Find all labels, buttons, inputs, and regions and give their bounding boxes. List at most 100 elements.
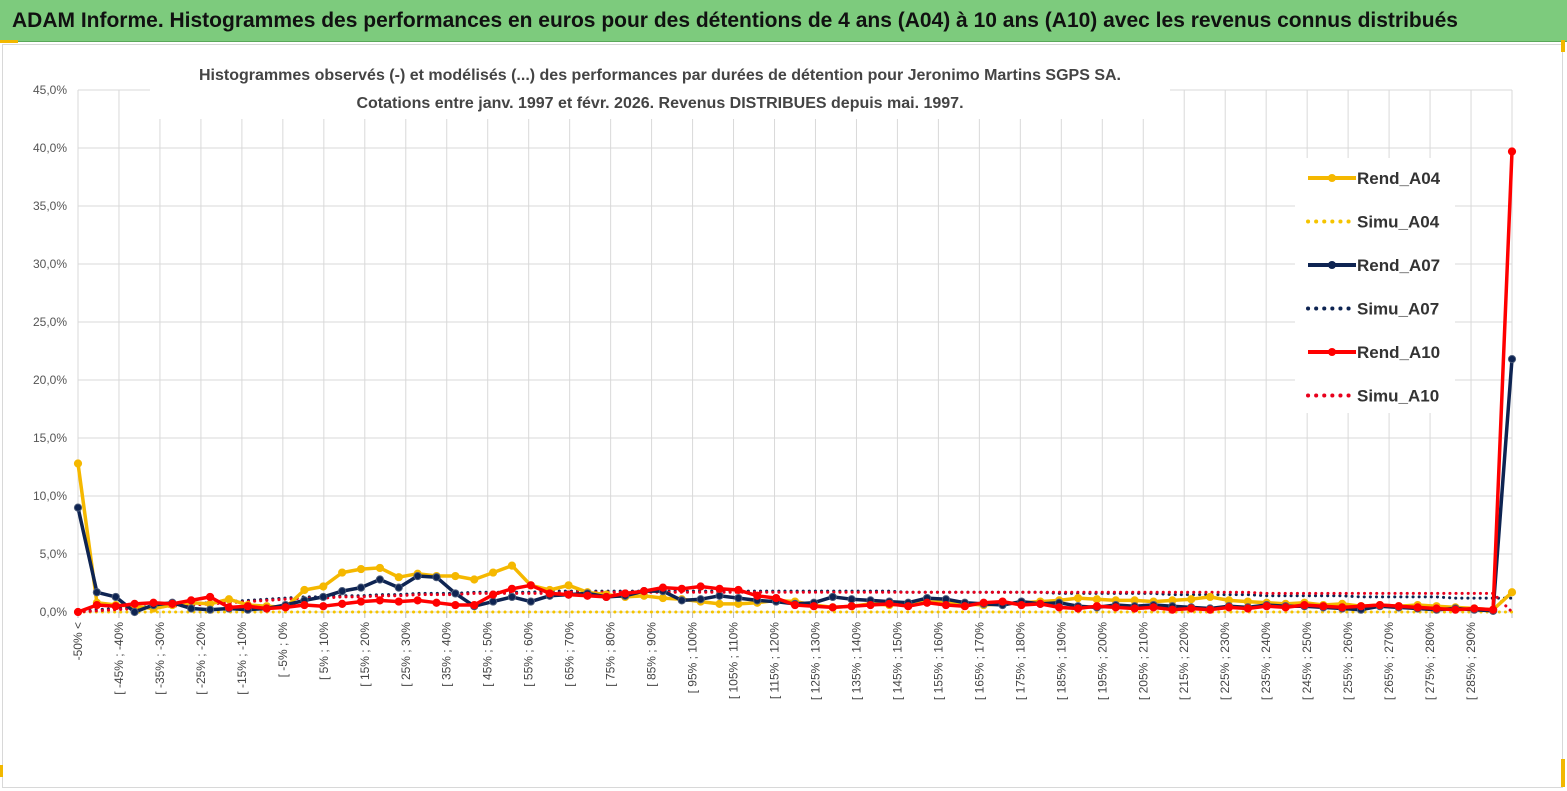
x-tick-label: [ 225% ; 230%: [1218, 622, 1232, 700]
x-tick-label: [ 235% ; 240%: [1259, 622, 1273, 700]
x-tick-label: [ 45% ; 50%: [481, 622, 495, 687]
corner-accent-br: [1561, 759, 1565, 787]
legend-label-rend-a04: Rend_A04: [1357, 169, 1441, 188]
data-point-rend-a04: [507, 561, 517, 570]
data-point-rend-a10: [1489, 605, 1498, 614]
chart-legend: Rend_A04 Simu_A04 Rend_A07 Simu_A07 Rend_A10…: [1295, 158, 1455, 413]
legend-background: [1295, 158, 1455, 413]
data-point-rend-a10: [1206, 605, 1215, 614]
data-point-rend-a10: [998, 597, 1007, 606]
x-tick-label: [ 155% ; 160%: [931, 622, 945, 700]
x-tick-label: [ -25% ; -20%: [194, 622, 208, 695]
data-point-rend-a10: [262, 604, 271, 613]
data-point-rend-a10: [507, 584, 517, 593]
data-point-rend-a10: [356, 597, 366, 606]
data-point-rend-a10: [1413, 603, 1422, 612]
data-point-rend-a07: [526, 597, 535, 606]
x-tick-label: [ 15% ; 20%: [358, 622, 372, 687]
x-tick-label: [ 95% ; 100%: [686, 622, 700, 694]
data-point-rend-a04: [319, 582, 328, 591]
data-point-rend-a10: [979, 598, 988, 607]
data-point-rend-a04: [1092, 595, 1101, 604]
x-tick-label: [ 145% ; 150%: [890, 622, 904, 700]
data-point-rend-a07: [413, 571, 422, 581]
data-point-rend-a04: [1507, 588, 1517, 597]
legend-label-simu-a10: Simu_A10: [1357, 387, 1439, 406]
data-point-rend-a07: [847, 595, 856, 604]
data-point-rend-a10: [1262, 602, 1271, 611]
data-point-rend-a04: [73, 459, 83, 468]
data-point-rend-a04: [300, 585, 309, 595]
chart-title-line-1: Histogrammes observés (-) et modélisés (…: [199, 67, 1121, 84]
data-point-rend-a10: [187, 596, 196, 605]
data-point-rend-a10: [243, 602, 252, 611]
data-point-rend-a10: [1281, 603, 1290, 612]
y-tick-label: 10,0%: [33, 489, 67, 503]
x-tick-label: [ -45% ; -40%: [112, 622, 126, 695]
data-point-rend-a07: [338, 587, 347, 596]
data-point-rend-a10: [885, 599, 894, 608]
data-point-rend-a10: [941, 600, 951, 610]
data-point-rend-a10: [677, 584, 686, 593]
data-point-rend-a07: [696, 595, 705, 604]
x-tick-label: [ 25% ; 30%: [399, 622, 413, 687]
x-tick-label: [ -15% ; -10%: [235, 622, 249, 695]
y-tick-label: 25,0%: [33, 315, 67, 329]
data-point-rend-a10: [1507, 147, 1517, 156]
corner-accent-tl: [0, 40, 18, 43]
data-point-rend-a10: [1432, 604, 1441, 613]
x-tick-label: [ 75% ; 80%: [604, 622, 618, 687]
data-point-rend-a10: [149, 598, 158, 607]
x-tick-label: [ 275% ; 280%: [1423, 622, 1437, 700]
chart-title-background: [150, 59, 1170, 119]
data-point-rend-a10: [1243, 604, 1252, 613]
data-point-rend-a10: [772, 593, 781, 603]
data-point-rend-a10: [904, 602, 913, 611]
x-tick-label: [ 245% ; 250%: [1300, 622, 1314, 700]
data-point-rend-a07: [1507, 355, 1517, 364]
data-point-rend-a10: [658, 583, 668, 592]
x-tick-label: [ 265% ; 270%: [1382, 622, 1396, 700]
data-point-rend-a10: [489, 590, 498, 599]
x-tick-label: [ 285% ; 290%: [1464, 622, 1478, 700]
data-point-rend-a07: [451, 589, 460, 598]
grid-layer: [77, 89, 1513, 618]
data-point-rend-a10: [130, 599, 139, 608]
series-line-simu-a07: [76, 589, 1514, 614]
data-point-rend-a10: [564, 590, 573, 599]
x-tick-label: [ 215% ; 220%: [1177, 622, 1191, 700]
data-point-rend-a07: [734, 593, 743, 603]
data-point-rend-a10: [1149, 603, 1158, 612]
x-tick-label: [ 65% ; 70%: [563, 622, 577, 687]
data-point-rend-a10: [1319, 602, 1328, 611]
data-point-rend-a10: [922, 598, 932, 607]
x-tick-label: [ 255% ; 260%: [1341, 622, 1355, 700]
data-point-rend-a04: [1206, 592, 1215, 602]
data-point-rend-a07: [432, 573, 441, 582]
data-point-rend-a10: [1394, 602, 1403, 611]
y-tick-label: 15,0%: [33, 431, 67, 445]
data-point-rend-a10: [790, 600, 800, 610]
data-point-rend-a04: [224, 595, 234, 604]
data-point-rend-a07: [677, 596, 686, 605]
x-tick-label: [ 105% ; 110%: [727, 622, 741, 699]
data-point-rend-a04: [356, 564, 366, 574]
data-point-rend-a10: [1055, 603, 1064, 612]
data-point-rend-a10: [470, 600, 479, 610]
data-point-rend-a10: [432, 598, 441, 607]
data-point-rend-a10: [1300, 600, 1309, 610]
y-tick-label: 0,0%: [40, 605, 68, 619]
series-line-rend-a04: [76, 463, 1514, 612]
data-point-rend-a10: [1111, 603, 1120, 612]
data-point-rend-a10: [583, 591, 592, 600]
banner-title: ADAM Informe. Histogrammes des performan…: [0, 0, 1567, 42]
x-tick-label: [ 135% ; 140%: [849, 622, 863, 700]
data-point-rend-a10: [205, 592, 215, 602]
x-tick-label: [ 35% ; 40%: [440, 622, 454, 687]
chart-title-line-2: Cotations entre janv. 1997 et févr. 2026…: [356, 95, 963, 112]
data-point-rend-a07: [111, 592, 120, 602]
data-point-rend-a10: [828, 603, 837, 612]
y-axis-ticks: 0,0% 5,0% 10,0% 15,0% 20,0% 25,0% 30,0% 35,0% 40…: [33, 83, 67, 619]
data-point-rend-a10: [413, 596, 422, 605]
